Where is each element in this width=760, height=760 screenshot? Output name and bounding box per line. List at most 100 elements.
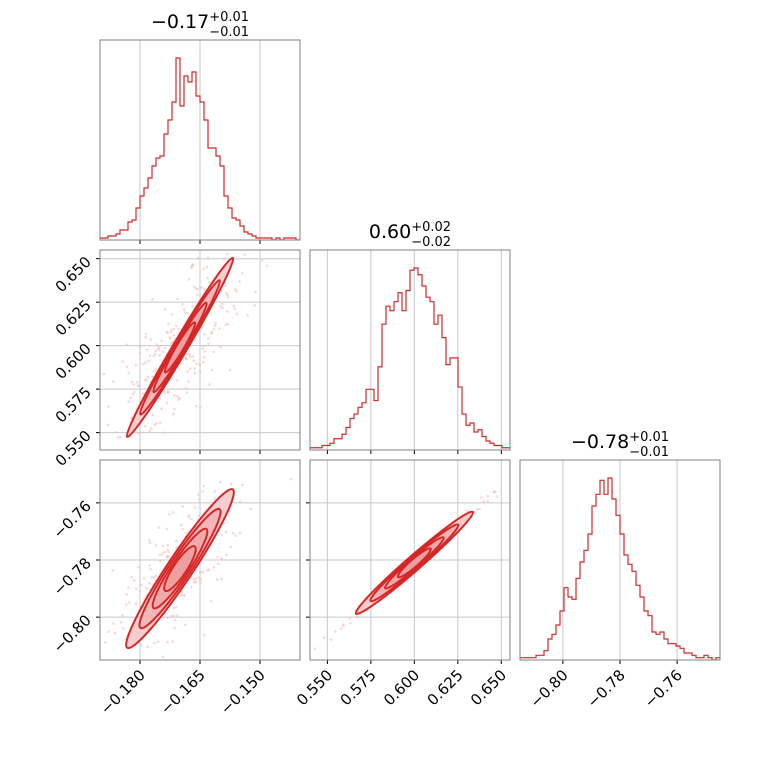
scatter-point <box>207 280 211 284</box>
panel-frame <box>309 249 511 451</box>
scatter-point <box>225 252 229 256</box>
scatter-point <box>161 350 165 353</box>
scatter-panel-1-2 <box>306 459 511 664</box>
scatter-point <box>117 662 120 665</box>
scatter-point <box>136 432 140 435</box>
contour-level-2 <box>369 523 460 603</box>
scatter-point <box>161 544 165 548</box>
scatter-point <box>162 431 165 435</box>
histogram-title-sub-1: −0.02 <box>411 235 451 250</box>
scatter-point <box>144 332 148 336</box>
scatter-point <box>241 483 244 487</box>
scatter-point <box>173 407 176 411</box>
scatter-point <box>195 362 198 366</box>
scatter-point <box>214 321 217 325</box>
scatter-point <box>161 552 164 555</box>
scatter-point <box>184 356 188 360</box>
x-tick-label: −0.180 <box>97 666 149 718</box>
scatter-point <box>334 630 337 633</box>
scatter-point <box>130 380 134 384</box>
scatter-point <box>212 566 216 569</box>
scatter-point <box>207 342 211 345</box>
scatter-point <box>139 589 142 593</box>
contour-level-4 <box>163 321 197 374</box>
scatter-point <box>128 601 131 604</box>
scatter-point <box>149 427 153 430</box>
scatter-point <box>215 578 219 581</box>
scatter-point <box>486 494 490 498</box>
scatter-point <box>229 545 232 549</box>
scatter-point <box>121 614 124 617</box>
contour-level-3 <box>383 536 445 590</box>
panel-frame <box>99 39 301 241</box>
scatter-point <box>201 490 205 493</box>
scatter-point <box>216 555 219 559</box>
scatter-point <box>480 496 483 499</box>
scatter-point <box>356 616 360 619</box>
scatter-point <box>112 622 115 625</box>
scatter-point <box>151 413 155 417</box>
scatter-point <box>478 507 481 511</box>
scatter-point <box>209 599 213 603</box>
scatter-point <box>191 304 194 308</box>
scatter-point <box>145 348 149 352</box>
scatter-point <box>163 308 167 311</box>
scatter-point <box>220 302 224 306</box>
scatter-point <box>148 429 152 433</box>
scatter-point <box>224 235 227 238</box>
scatter-point <box>168 512 171 516</box>
scatter-point <box>153 423 156 426</box>
scatter-point <box>186 353 189 356</box>
scatter-point <box>193 371 197 375</box>
scatter-point <box>74 693 77 696</box>
scatter-point <box>171 640 175 643</box>
scatter-panel-0-2 <box>74 459 301 696</box>
scatter-point <box>131 392 135 396</box>
scatter-point <box>166 640 169 644</box>
scatter-point <box>342 624 345 628</box>
y-tick-label: 0.550 <box>52 427 95 470</box>
scatter-point <box>202 267 205 270</box>
scatter-point <box>134 602 138 605</box>
scatter-point <box>155 343 159 346</box>
scatter-point <box>129 436 132 439</box>
contour-level-2 <box>139 279 221 416</box>
scatter-point <box>158 553 162 557</box>
scatter-point <box>219 480 222 484</box>
scatter-point <box>167 322 170 326</box>
scatter-point <box>104 640 107 644</box>
scatter-point <box>154 544 158 547</box>
scatter-point <box>202 355 206 359</box>
scatter-point <box>116 435 120 439</box>
scatter-point <box>153 352 157 356</box>
histogram-title-1: 0.60+0.02 <box>369 220 451 243</box>
scatter-point <box>186 311 189 315</box>
scatter-point <box>180 591 184 594</box>
scatter-point <box>93 402 96 405</box>
density-1-2 <box>313 490 499 650</box>
scatter-point <box>210 332 214 336</box>
scatter-point <box>196 257 200 260</box>
scatter-point <box>166 544 169 547</box>
scatter-point <box>187 278 191 281</box>
scatter-point <box>84 497 87 500</box>
scatter-point <box>195 293 199 296</box>
scatter-point <box>194 580 198 584</box>
scatter-point <box>160 339 163 343</box>
scatter-point <box>253 304 257 307</box>
scatter-point <box>174 618 177 622</box>
scatter-point <box>183 311 187 314</box>
scatter-point <box>224 291 228 295</box>
scatter-point <box>97 437 100 440</box>
scatter-point <box>132 383 135 386</box>
scatter-point <box>148 564 151 567</box>
scatter-point <box>228 368 232 372</box>
scatter-point <box>181 302 184 306</box>
scatter-point <box>178 397 181 400</box>
scatter-point <box>191 263 195 267</box>
scatter-point <box>231 531 235 535</box>
panel-frame <box>519 459 721 661</box>
scatter-point <box>135 380 139 384</box>
scatter-point <box>87 451 90 454</box>
scatter-point <box>183 594 187 597</box>
